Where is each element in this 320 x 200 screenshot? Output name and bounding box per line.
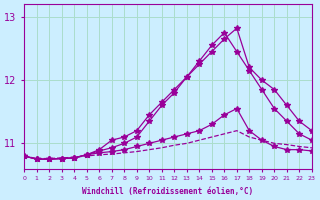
X-axis label: Windchill (Refroidissement éolien,°C): Windchill (Refroidissement éolien,°C) xyxy=(83,187,253,196)
